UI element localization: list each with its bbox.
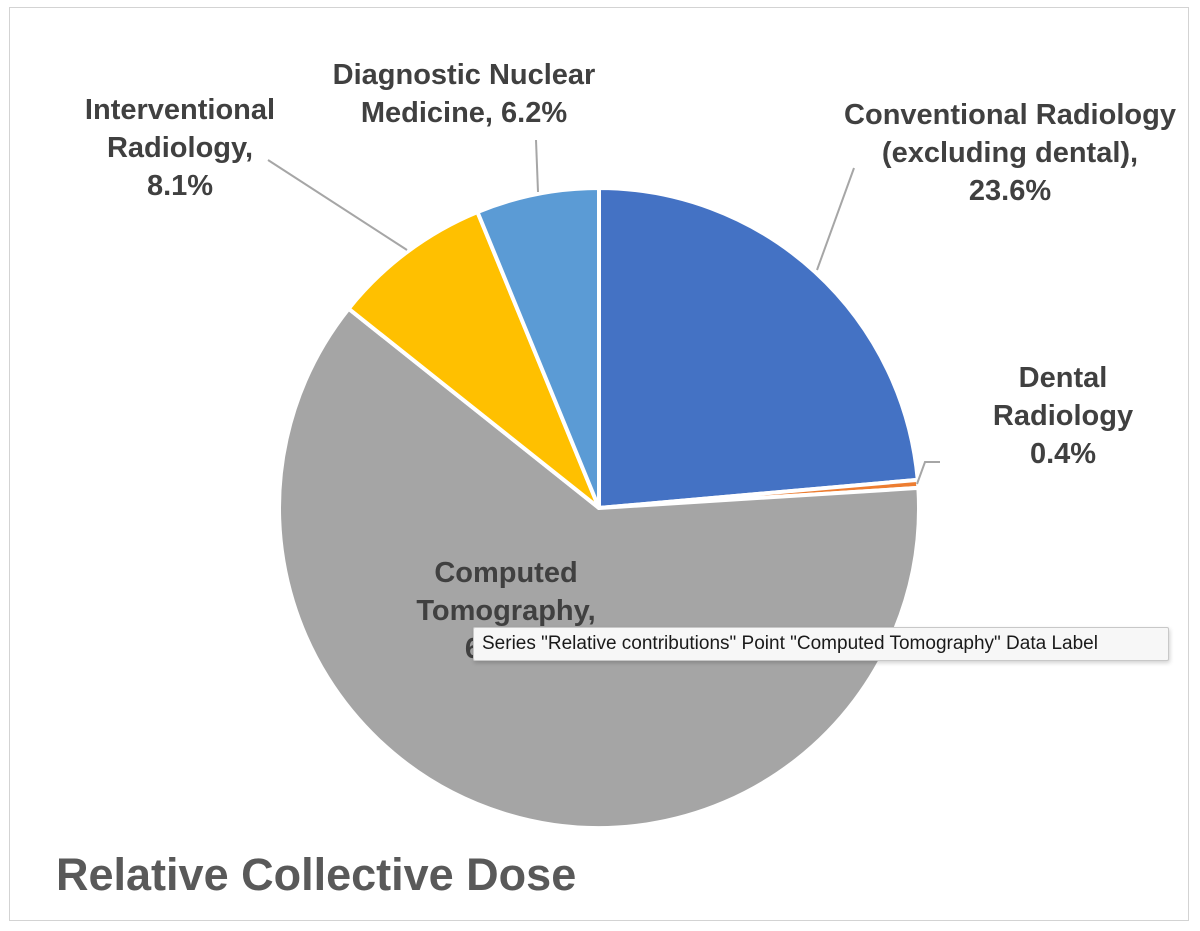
leader-line-conventional-radiology xyxy=(816,167,855,271)
pie-slice-interventional-radiology[interactable] xyxy=(346,209,601,510)
data-label-dental-radiology[interactable]: Dental Radiology 0.4% xyxy=(993,362,1133,470)
data-label-diagnostic-nuclear-medicine[interactable]: Diagnostic Nuclear Medicine, 6.2% xyxy=(333,59,596,129)
data-label-tooltip: Series "Relative contributions" Point "C… xyxy=(473,627,1169,661)
leader-line-diagnostic-nuclear-medicine xyxy=(535,139,539,193)
pie-slice-diagnostic-nuclear-medicine[interactable] xyxy=(475,186,601,510)
pie-slice-conventional-radiology[interactable] xyxy=(597,186,920,510)
pie-slice-computed-tomography[interactable] xyxy=(277,306,921,830)
pie-slices xyxy=(277,186,921,830)
data-label-conventional-radiology[interactable]: Conventional Radiology (excluding dental)… xyxy=(844,99,1176,207)
data-label-interventional-radiology[interactable]: Interventional Radiology, 8.1% xyxy=(85,94,275,202)
chart-title: Relative Collective Dose xyxy=(56,849,577,900)
data-labels: Conventional Radiology (excluding dental)… xyxy=(85,59,1176,665)
leader-line-interventional-radiology xyxy=(267,159,408,251)
leader-line-dental-radiology xyxy=(916,461,940,485)
leader-lines xyxy=(267,139,940,485)
